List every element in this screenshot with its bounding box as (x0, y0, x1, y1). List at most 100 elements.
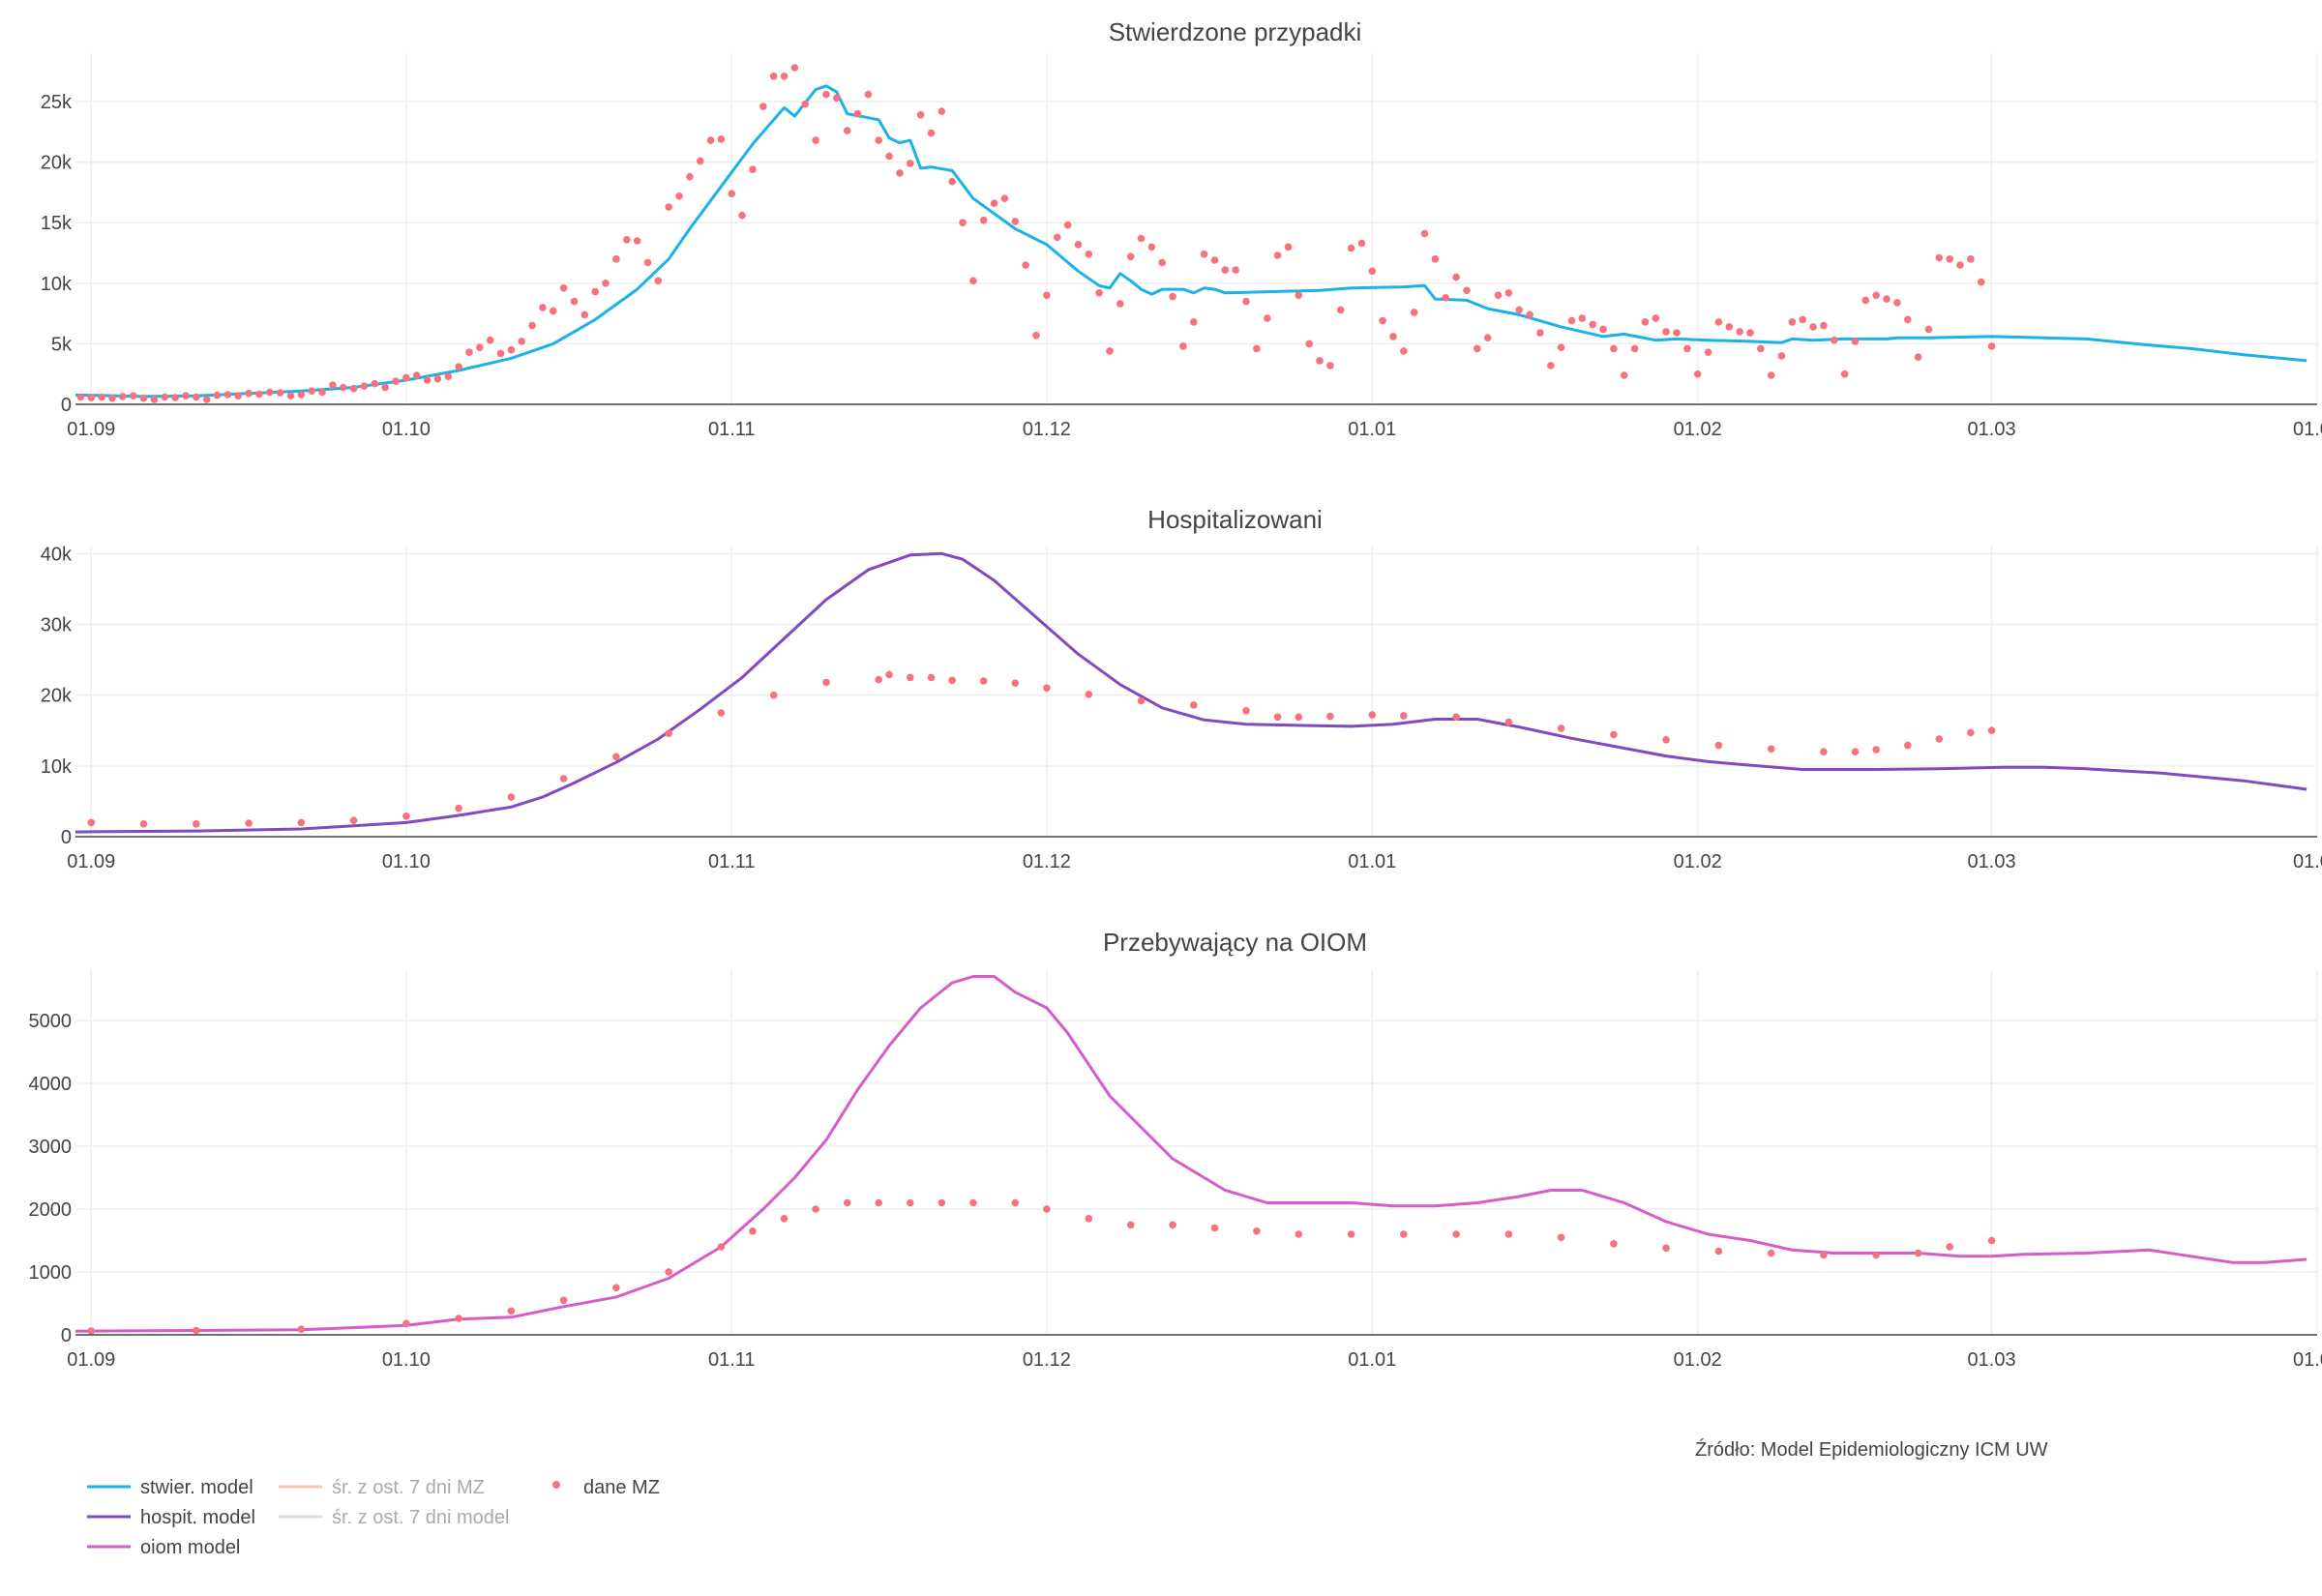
data-point-dane-mz (88, 1327, 96, 1335)
data-point-dane-mz (1253, 345, 1261, 353)
data-point-dane-mz (770, 73, 778, 80)
data-point-dane-mz (1956, 261, 1964, 269)
data-point-dane-mz (729, 190, 736, 197)
data-point-dane-mz (1872, 1252, 1880, 1259)
data-point-dane-mz (298, 819, 306, 827)
data-point-dane-mz (1915, 1250, 1922, 1257)
data-point-dane-mz (1915, 353, 1922, 361)
series-group (35, 977, 2307, 1336)
data-point-dane-mz (1348, 1230, 1355, 1238)
data-point-dane-mz (1904, 742, 1912, 750)
data-point-dane-mz (1599, 326, 1607, 334)
legend-item-4[interactable]: śr. z ost. 7 dni MZ (279, 1477, 485, 1498)
data-point-dane-mz (1820, 748, 1828, 755)
data-point-dane-mz (392, 377, 400, 385)
data-point-dane-mz (1883, 295, 1890, 303)
data-point-dane-mz (234, 392, 242, 399)
data-point-dane-mz (1893, 299, 1901, 307)
data-point-dane-mz (644, 259, 652, 267)
data-point-dane-mz (1820, 322, 1828, 330)
data-point-dane-mz (1158, 259, 1166, 267)
data-point-dane-mz (812, 1205, 819, 1213)
y-tick-label: 4000 (29, 1074, 73, 1095)
data-point-dane-mz (1432, 255, 1440, 263)
data-point-dane-mz (1274, 714, 1282, 722)
data-point-dane-mz (833, 95, 841, 103)
data-point-dane-mz (1988, 1237, 1996, 1245)
data-point-dane-mz (203, 396, 211, 403)
legend-item-6[interactable]: dane MZ (552, 1477, 660, 1498)
data-point-dane-mz (1505, 1230, 1513, 1238)
data-point-dane-mz (1400, 347, 1408, 355)
data-point-dane-mz (140, 820, 148, 828)
data-point-dane-mz (88, 394, 96, 401)
legend-item-3[interactable]: oiom model (87, 1537, 240, 1558)
data-point-dane-mz (560, 775, 568, 783)
chart-panel-1: Stwierdzone przypadki 0 5k 10k 15k 20k 25k 01.0… (35, 17, 2322, 440)
data-point-dane-mz (969, 1199, 977, 1207)
data-point-dane-mz (413, 371, 421, 379)
data-point-dane-mz (907, 160, 914, 167)
data-point-dane-mz (1054, 234, 1061, 242)
data-point-dane-mz (738, 212, 746, 220)
data-point-dane-mz (875, 136, 882, 144)
data-point-dane-mz (665, 1268, 672, 1276)
legend-item-1[interactable]: stwier. model (87, 1477, 253, 1498)
data-point-dane-mz (1715, 318, 1723, 326)
data-point-dane-mz (340, 384, 347, 392)
data-point-dane-mz (885, 153, 893, 161)
data-point-dane-mz (749, 165, 757, 173)
data-point-dane-mz (1505, 289, 1513, 297)
x-tick-label: 01.03 (1968, 419, 2016, 440)
y-tick-label: 30k (41, 614, 73, 635)
data-point-dane-mz (1348, 245, 1355, 252)
data-point-dane-mz (969, 278, 977, 285)
data-point-dane-mz (875, 676, 882, 684)
data-point-dane-mz (528, 322, 536, 330)
data-point-dane-mz (1831, 337, 1838, 344)
data-point-dane-mz (1852, 338, 1860, 345)
data-point-dane-mz (402, 1320, 410, 1328)
data-point-dane-mz (875, 1199, 882, 1207)
data-point-dane-mz (35, 1328, 43, 1336)
x-tick-label: 01.11 (708, 419, 756, 440)
x-tick-label: 01.10 (382, 419, 431, 440)
data-point-dane-mz (1872, 292, 1880, 300)
data-point-dane-mz (822, 679, 830, 687)
data-point-dane-mz (718, 135, 726, 143)
x-tick-label: 01.12 (1023, 851, 1071, 872)
data-point-dane-mz (98, 394, 105, 401)
x-tick-label: 01.11 (708, 851, 756, 872)
data-point-dane-mz (1127, 253, 1135, 261)
data-point-dane-mz (1736, 328, 1743, 336)
data-point-dane-mz (1452, 714, 1460, 722)
data-point-dane-mz (455, 805, 462, 813)
data-point-dane-mz (1558, 724, 1565, 732)
data-point-dane-mz (35, 818, 43, 826)
legend-item-2[interactable]: hospit. model (87, 1507, 255, 1528)
legend-item-5[interactable]: śr. z ost. 7 dni model (279, 1507, 509, 1528)
data-point-dane-mz (1086, 251, 1093, 258)
y-tick-label: 0 (61, 1325, 72, 1346)
data-point-dane-mz (1316, 357, 1324, 365)
data-point-dane-mz (675, 192, 683, 200)
data-point-dane-mz (718, 709, 726, 717)
data-point-dane-mz (885, 671, 893, 679)
data-point-dane-mz (665, 203, 672, 211)
data-point-dane-mz (1526, 311, 1533, 319)
data-point-dane-mz (928, 674, 936, 682)
chart-title: Hospitalizowani (1147, 505, 1323, 534)
data-point-dane-mz (550, 308, 557, 315)
source-note: Źródło: Model Epidemiologiczny ICM UW (1695, 1438, 2048, 1461)
data-point-dane-mz (287, 392, 295, 399)
data-point-dane-mz (1820, 1252, 1828, 1259)
x-tick-label: 01.12 (1023, 419, 1071, 440)
data-point-dane-mz (801, 101, 809, 108)
y-tick-label: 40k (41, 544, 73, 565)
data-point-dane-mz (1610, 731, 1618, 739)
data-point-dane-mz (560, 1297, 568, 1305)
data-point-dane-mz (1757, 345, 1765, 353)
data-point-dane-mz (1463, 287, 1471, 295)
data-point-dane-mz (1705, 348, 1712, 356)
data-point-dane-mz (865, 91, 873, 99)
